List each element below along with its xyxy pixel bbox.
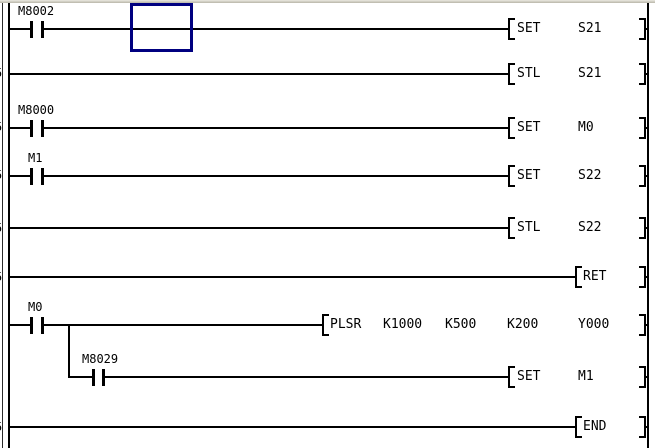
rung-line (44, 127, 508, 129)
no-contact-symbol[interactable] (41, 21, 44, 38)
no-contact-symbol[interactable] (30, 21, 33, 38)
instruction-open-bracket (575, 416, 582, 438)
instruction-operand[interactable]: S21 (578, 66, 602, 81)
instruction-operand[interactable]: M1 (578, 369, 594, 384)
instruction-operand[interactable]: S21 (578, 21, 602, 36)
right-power-rail (647, 3, 649, 448)
step-number-fragment: 5 (0, 421, 3, 433)
no-contact-symbol[interactable] (92, 369, 95, 386)
instruction-operand[interactable]: K1000 (383, 317, 423, 332)
instruction-mnemonic[interactable]: END (583, 419, 607, 434)
instruction-operand[interactable]: K200 (507, 317, 539, 332)
rail-connector-line (645, 28, 649, 30)
client-edge-line (2, 3, 3, 448)
window-top-border (0, 0, 655, 3)
instruction-operand[interactable]: K500 (445, 317, 477, 332)
instruction-operand[interactable]: Y000 (578, 317, 610, 332)
instruction-open-bracket (508, 117, 515, 139)
step-number-fragment: 5 (0, 121, 3, 133)
instruction-open-bracket (508, 165, 515, 187)
no-contact-symbol[interactable] (102, 369, 105, 386)
instruction-open-bracket (508, 366, 515, 388)
edit-cursor-selection[interactable] (130, 3, 193, 52)
step-number-fragment: 5 (0, 169, 3, 181)
rung-line (44, 324, 322, 326)
rail-connector-line (645, 276, 649, 278)
instruction-open-bracket (508, 63, 515, 85)
instruction-open-bracket (322, 314, 329, 336)
no-contact-symbol[interactable] (41, 168, 44, 185)
instruction-mnemonic[interactable]: STL (517, 66, 541, 81)
contact-label: M8029 (82, 352, 119, 366)
rail-connector-line (645, 127, 649, 129)
instruction-open-bracket (508, 217, 515, 239)
rung-line (68, 376, 93, 378)
rung-line (8, 175, 31, 177)
rung-line (8, 276, 575, 278)
instruction-operand[interactable]: M0 (578, 120, 594, 135)
branch-line (68, 324, 70, 378)
rung-line (44, 175, 508, 177)
instruction-open-bracket (575, 266, 582, 288)
instruction-mnemonic[interactable]: PLSR (330, 317, 362, 332)
no-contact-symbol[interactable] (41, 120, 44, 137)
instruction-mnemonic[interactable]: RET (583, 269, 607, 284)
rail-connector-line (645, 324, 649, 326)
contact-label: M0 (28, 300, 43, 314)
rail-connector-line (645, 426, 649, 428)
rung-line (8, 324, 31, 326)
instruction-mnemonic[interactable]: SET (517, 21, 541, 36)
contact-label: M1 (28, 151, 43, 165)
left-power-rail (8, 3, 10, 448)
rail-connector-line (645, 227, 649, 229)
step-number-fragment: 5 (0, 271, 3, 283)
step-number-fragment: 5 (0, 67, 3, 79)
rail-connector-line (645, 175, 649, 177)
contact-label: M8000 (18, 103, 55, 117)
rail-connector-line (645, 73, 649, 75)
rung-line (8, 127, 31, 129)
rung-line (8, 227, 508, 229)
contact-label: M8002 (18, 4, 55, 18)
step-number-fragment: 5 (0, 222, 3, 234)
no-contact-symbol[interactable] (30, 168, 33, 185)
instruction-mnemonic[interactable]: SET (517, 168, 541, 183)
instruction-mnemonic[interactable]: STL (517, 220, 541, 235)
instruction-open-bracket (508, 18, 515, 40)
rung-line (8, 28, 31, 30)
instruction-operand[interactable]: S22 (578, 168, 602, 183)
rung-line (8, 426, 575, 428)
rung-line (8, 73, 508, 75)
instruction-mnemonic[interactable]: SET (517, 120, 541, 135)
no-contact-symbol[interactable] (30, 120, 33, 137)
rung-line (105, 376, 508, 378)
rung-line (44, 28, 508, 30)
no-contact-symbol[interactable] (41, 317, 44, 334)
rail-connector-line (645, 376, 649, 378)
instruction-mnemonic[interactable]: SET (517, 369, 541, 384)
instruction-operand[interactable]: S22 (578, 220, 602, 235)
no-contact-symbol[interactable] (30, 317, 33, 334)
